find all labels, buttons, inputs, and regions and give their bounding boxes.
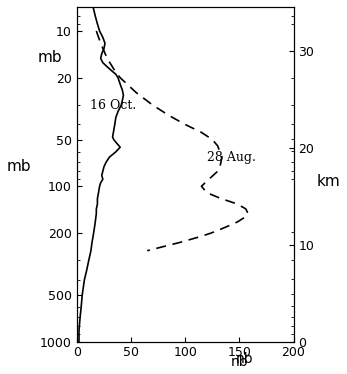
Text: 28 Aug.: 28 Aug.: [207, 151, 256, 164]
Y-axis label: km: km: [316, 174, 340, 189]
Text: nb: nb: [236, 352, 254, 366]
Y-axis label: mb: mb: [7, 159, 32, 174]
Text: 16 Oct.: 16 Oct.: [90, 99, 136, 111]
Text: mb: mb: [38, 50, 62, 65]
Text: nb: nb: [230, 355, 248, 369]
